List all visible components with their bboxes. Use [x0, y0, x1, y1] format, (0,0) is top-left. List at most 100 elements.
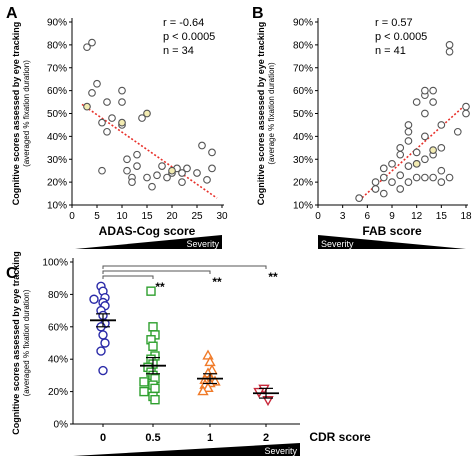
y-axis-subtitle: (averaged % fixation duration) — [22, 60, 31, 167]
y-tick-label: 80% — [48, 290, 68, 301]
y-tick-label: 60% — [293, 86, 313, 97]
data-point — [421, 173, 429, 182]
x-tick-label: 0 — [100, 432, 106, 444]
data-point — [437, 143, 446, 152]
x-tick-label: 0 — [69, 211, 75, 222]
data-point — [404, 178, 413, 186]
data-point — [437, 178, 446, 186]
data-point — [371, 185, 380, 193]
severity-label: Severity — [186, 239, 219, 249]
y-tick-label: 90% — [47, 18, 67, 29]
stat-p: p < 0.0005 — [375, 31, 427, 43]
data-point — [178, 169, 186, 177]
significance-marker: ** — [155, 280, 165, 294]
data-point — [208, 164, 216, 173]
data-point — [412, 173, 421, 182]
data-point — [396, 185, 405, 193]
y-tick-label: 10% — [293, 201, 313, 212]
data-point — [208, 148, 216, 157]
data-point — [445, 41, 454, 49]
data-point — [118, 86, 126, 95]
data-point — [388, 159, 396, 168]
trend-line — [81, 103, 218, 199]
y-tick-label: 50% — [293, 109, 313, 120]
data-point — [148, 322, 158, 332]
stat-p: p < 0.0005 — [163, 31, 215, 43]
data-point — [143, 173, 151, 182]
data-point — [445, 47, 454, 56]
y-tick-label: 30% — [293, 155, 313, 166]
data-point — [123, 155, 131, 164]
data-point — [153, 171, 161, 180]
x-axis-title: FAB score — [362, 224, 422, 238]
significance-marker: ** — [268, 270, 278, 284]
data-point — [421, 132, 429, 141]
data-point — [133, 162, 141, 170]
data-point — [150, 383, 160, 394]
data-point — [148, 182, 156, 191]
data-point — [379, 164, 388, 173]
data-point — [98, 118, 106, 127]
data-point — [355, 194, 363, 202]
data-point — [412, 148, 421, 157]
y-tick-label: 60% — [47, 86, 67, 97]
panel-label: C — [6, 265, 18, 282]
data-point-highlighted — [143, 109, 151, 118]
data-point — [103, 127, 111, 136]
data-point — [429, 98, 437, 106]
data-point — [262, 396, 274, 407]
data-point — [412, 98, 421, 106]
y-tick-label: 50% — [47, 109, 67, 120]
data-point — [198, 141, 206, 150]
stat-r: r = 0.57 — [375, 17, 413, 29]
data-point — [204, 356, 216, 367]
data-point — [146, 286, 156, 296]
y-tick-label: 30% — [47, 155, 67, 166]
data-point — [462, 109, 470, 118]
data-point — [98, 330, 108, 340]
panel-label: A — [6, 5, 18, 22]
data-point — [197, 385, 209, 396]
data-point — [453, 127, 462, 136]
data-point — [139, 377, 149, 387]
data-point — [404, 121, 413, 129]
y-tick-label: 20% — [293, 178, 313, 189]
y-tick-label: 20% — [47, 178, 67, 189]
y-tick-label: 100% — [42, 258, 68, 269]
x-tick-label: 2 — [263, 432, 269, 444]
data-point — [371, 178, 380, 186]
data-point — [421, 155, 429, 164]
data-point — [202, 349, 214, 360]
y-tick-label: 90% — [293, 18, 313, 29]
data-point — [83, 43, 91, 52]
y-tick-label: 70% — [293, 63, 313, 74]
significance-bracket — [102, 265, 267, 269]
data-point — [437, 121, 446, 129]
y-tick-label: 70% — [47, 63, 67, 74]
severity-wedge — [318, 235, 466, 249]
y-axis-subtitle: (averaged % fixation duration) — [22, 289, 31, 396]
data-point — [203, 175, 211, 184]
data-point-highlighted — [412, 159, 421, 168]
y-tick-label: 40% — [293, 132, 313, 143]
data-point — [133, 150, 141, 159]
data-point — [108, 114, 116, 122]
data-point — [437, 166, 446, 175]
y-tick-label: 60% — [48, 322, 68, 333]
severity-wedge — [75, 235, 222, 249]
x-tick-label: 30 — [216, 211, 228, 222]
data-point — [396, 143, 405, 152]
data-point — [421, 109, 429, 118]
data-point-highlighted — [118, 118, 126, 127]
data-point — [163, 173, 171, 182]
x-tick-label: 12 — [411, 211, 423, 222]
data-point — [379, 173, 388, 182]
data-point — [193, 169, 201, 177]
data-point — [103, 98, 111, 106]
data-point-highlighted — [168, 166, 176, 175]
data-point — [93, 79, 101, 88]
data-point — [96, 346, 106, 356]
data-point — [388, 178, 396, 186]
y-axis-title: Cognitive scores assessed by eye trackin… — [11, 22, 21, 206]
